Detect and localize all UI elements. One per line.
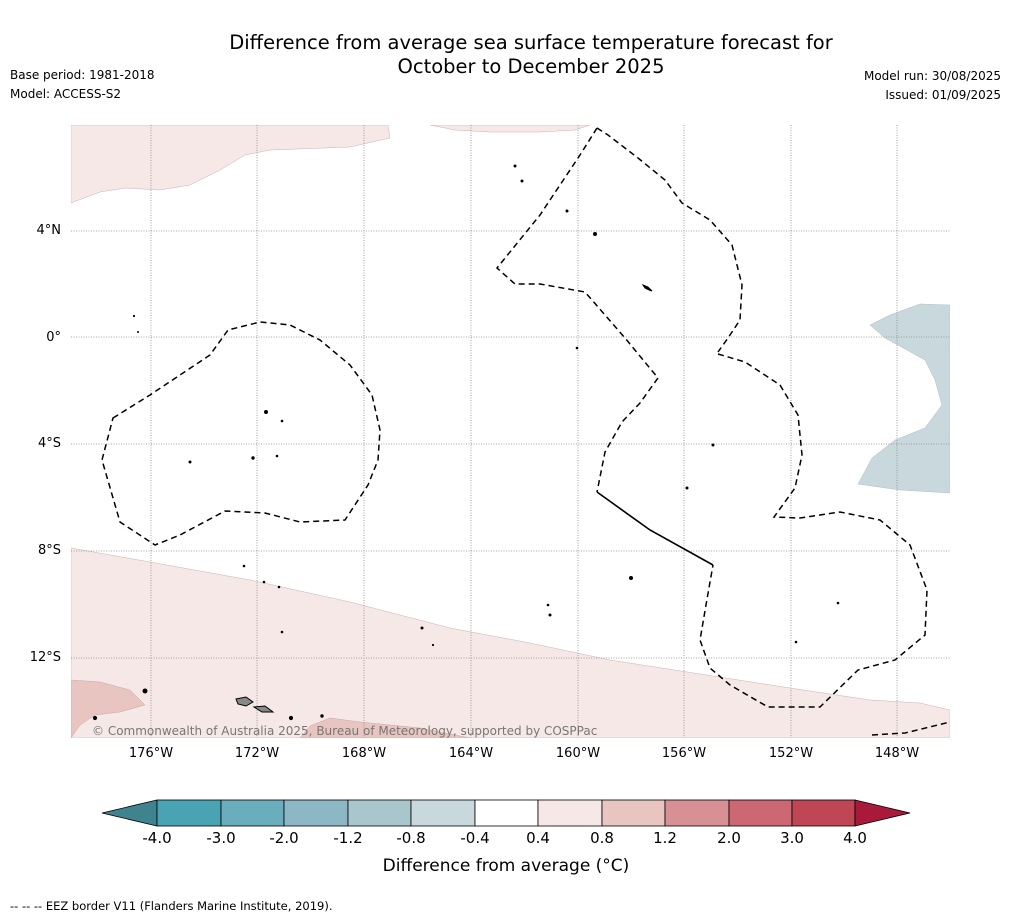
- colorbar: [101, 799, 911, 827]
- eez-border-western: [101, 321, 381, 546]
- meta-left: Base period: 1981-2018 Model: ACCESS-S2: [10, 66, 155, 104]
- base-period: Base period: 1981-2018: [10, 68, 155, 82]
- title-line-1: Difference from average sea surface temp…: [229, 31, 833, 54]
- lon-label-148w: 148°W: [874, 746, 920, 761]
- eez-footnote: -- -- -- EEZ border V11 (Flanders Marine…: [10, 899, 333, 913]
- model-run: Model run: 30/08/2025: [863, 69, 1001, 83]
- colorbar-bin-4: [347, 799, 412, 827]
- graticule: [71, 125, 950, 738]
- colorbar-bin-9: [664, 799, 730, 827]
- colorbar-tick: -4.0: [142, 829, 172, 847]
- lat-label-4s: 4°S: [37, 436, 61, 451]
- colorbar-tick: -2.0: [269, 829, 299, 847]
- colorbar-tick: 4.0: [843, 829, 867, 847]
- eez-border-northern: [596, 127, 743, 353]
- colorbar-label: Difference from average (°C): [382, 856, 630, 876]
- lon-label-168w: 168°W: [341, 746, 387, 761]
- lat-label-4n: 4°N: [36, 223, 62, 238]
- colorbar-tick: 0.8: [590, 829, 614, 847]
- warmer-region-southwest: [71, 679, 146, 738]
- colorbar-tick: 1.2: [653, 829, 677, 847]
- eez-border-solid-segment: [596, 491, 714, 566]
- colorbar-bin-7: [537, 799, 603, 827]
- map-title: Difference from average sea surface temp…: [0, 31, 1011, 79]
- colorbar-high-extend: [854, 799, 911, 827]
- lat-label-8s: 8°S: [37, 543, 61, 558]
- lat-label-0: 0°: [46, 330, 61, 345]
- eez-border-southeast: [871, 721, 950, 736]
- warmer-region-south: [299, 717, 471, 738]
- colorbar-tick: 3.0: [780, 829, 804, 847]
- lon-label-176w: 176°W: [128, 746, 174, 761]
- warm-region-south: [71, 547, 950, 738]
- eez-border-inner: [495, 127, 659, 493]
- map-area: [71, 125, 950, 738]
- eez-border-southern: [699, 353, 928, 708]
- issued-date: Issued: 01/09/2025: [885, 88, 1001, 102]
- colorbar-tick: -0.4: [460, 829, 490, 847]
- colorbar-bin-10: [728, 799, 793, 827]
- lat-label-12s: 12°S: [29, 650, 61, 665]
- model-name: Model: ACCESS-S2: [10, 87, 122, 101]
- lon-label-152w: 152°W: [768, 746, 814, 761]
- copyright-notice: © Commonwealth of Australia 2025, Bureau…: [92, 724, 598, 738]
- lon-label-172w: 172°W: [234, 746, 280, 761]
- colorbar-bin-2: [220, 799, 285, 827]
- islands: [92, 164, 840, 721]
- colorbar-tick: 2.0: [717, 829, 741, 847]
- colorbar-tick: -1.2: [333, 829, 363, 847]
- colorbar-bin-6: [474, 799, 539, 827]
- colorbar-bin-11: [791, 799, 856, 827]
- colorbar-bin-8: [601, 799, 666, 827]
- cool-region-east: [857, 303, 950, 494]
- colorbar-bin-1: [156, 799, 222, 827]
- lon-label-160w: 160°W: [555, 746, 601, 761]
- title-line-2: October to December 2025: [397, 55, 665, 78]
- colorbar-low-extend: [101, 799, 158, 827]
- colorbar-bin-3: [283, 799, 349, 827]
- lon-label-164w: 164°W: [448, 746, 494, 761]
- meta-right: Model run: 30/08/2025 Issued: 01/09/2025: [864, 67, 1001, 105]
- warm-region-north: [429, 125, 591, 133]
- lon-label-156w: 156°W: [661, 746, 707, 761]
- colorbar-tick: -0.8: [396, 829, 426, 847]
- colorbar-tick: 0.4: [526, 829, 550, 847]
- colorbar-tick: -3.0: [206, 829, 236, 847]
- colorbar-bin-5: [410, 799, 476, 827]
